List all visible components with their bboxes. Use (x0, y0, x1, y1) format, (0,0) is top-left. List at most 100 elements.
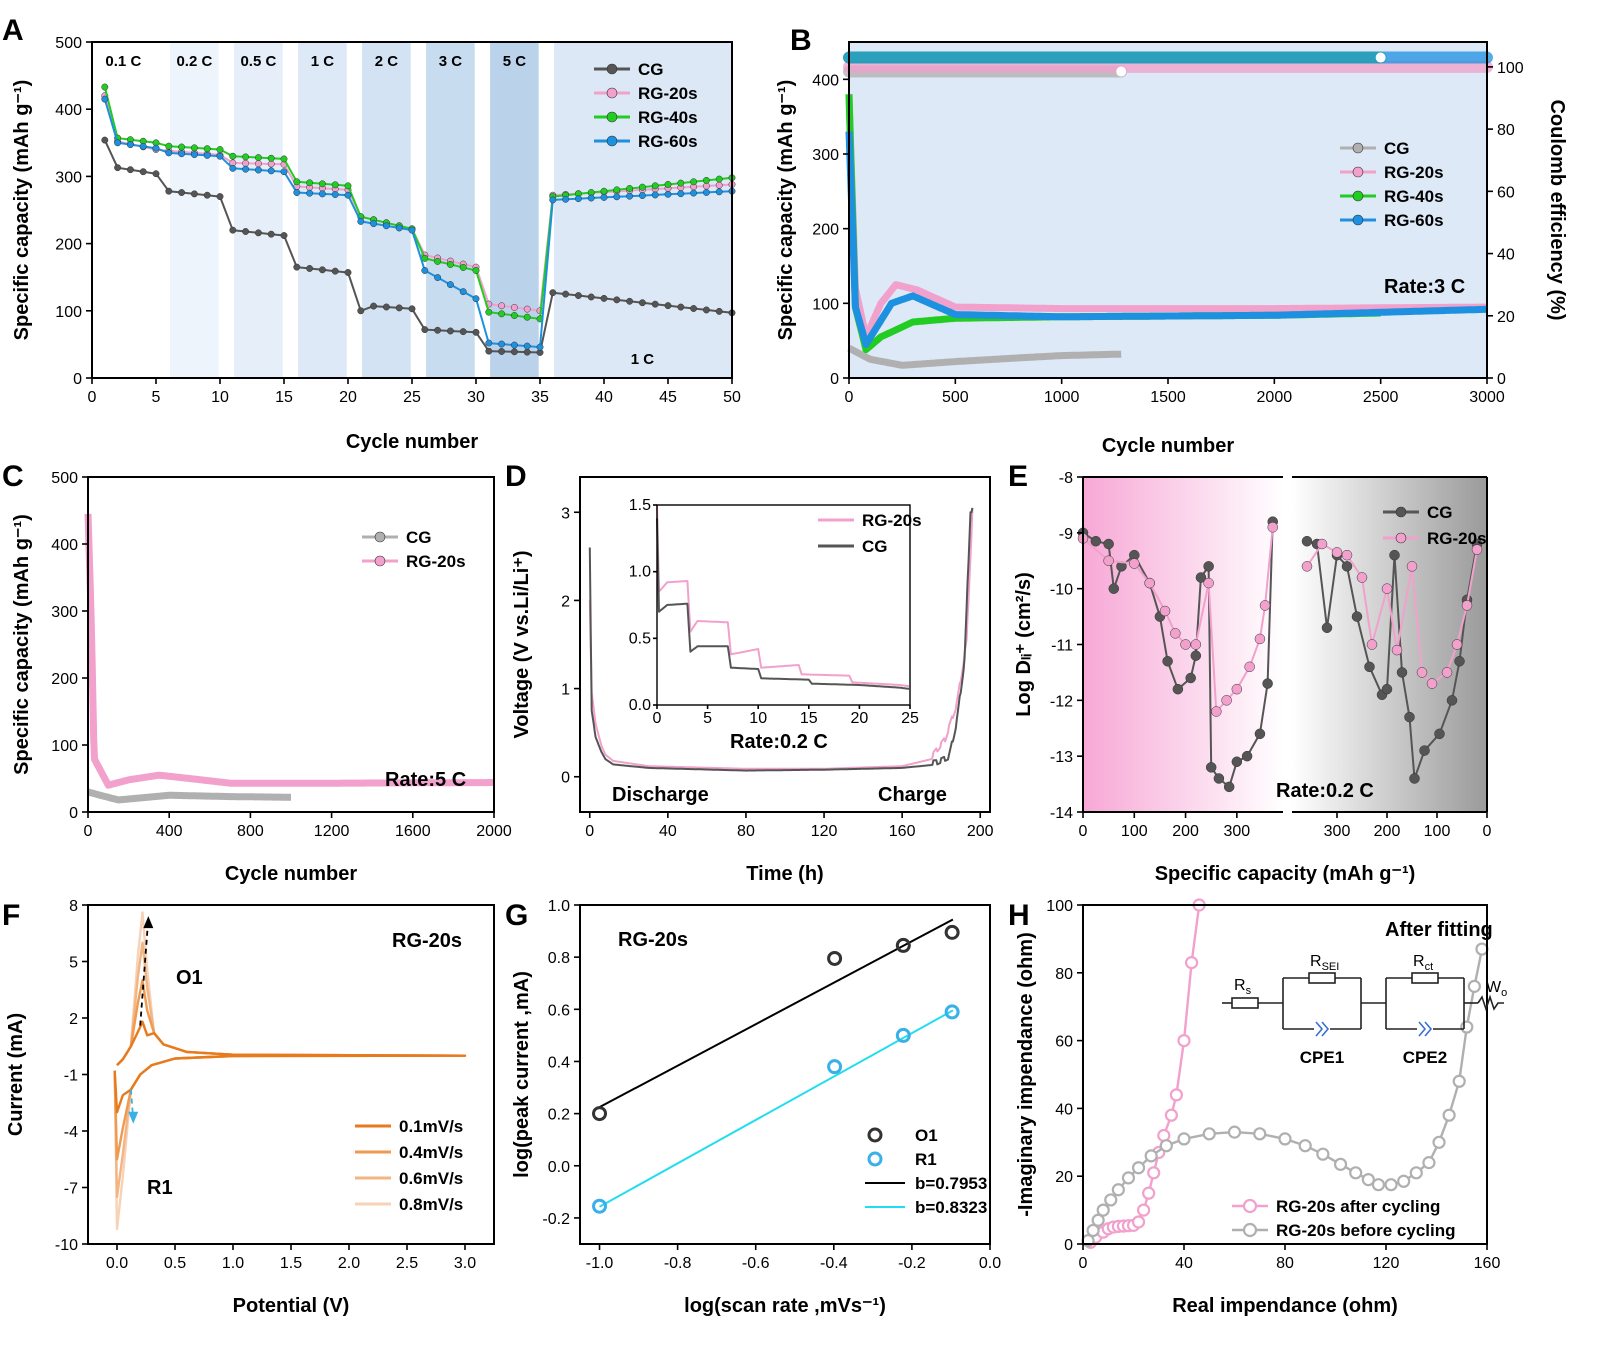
x-axis-label: log(scan rate ,mVs⁻¹) (684, 1295, 886, 1317)
data-point (446, 260, 454, 268)
data-point (190, 144, 198, 152)
legend-item-label: 0.4mV/s (399, 1143, 463, 1162)
data-point (1121, 1171, 1136, 1185)
data-point (1404, 711, 1415, 723)
legend-item-label: RG-40s (638, 108, 698, 127)
panel-f-ytick-label: 5 (69, 955, 78, 972)
x-axis-label: Cycle number (225, 863, 357, 885)
data-point (267, 167, 275, 175)
panel-h-ytick-label: 80 (1055, 966, 1073, 983)
data-point (523, 348, 531, 356)
phase-label: Discharge (612, 784, 709, 806)
panel-e-xtick-label: 100 (1121, 823, 1148, 840)
data-point (702, 176, 710, 184)
data-point (1129, 558, 1140, 569)
data-point (1177, 1033, 1191, 1048)
data-point (1090, 535, 1102, 547)
inset-xtick-label: 15 (800, 710, 818, 727)
data-point (1091, 1213, 1105, 1227)
panel-b-xtick-label: 1000 (1044, 389, 1080, 406)
data-point (165, 149, 173, 157)
data-point (1364, 661, 1375, 673)
panel-f-xtick-label: 1.0 (222, 1255, 244, 1272)
data-point (638, 192, 646, 200)
panel-e-xtick-label: 0 (1483, 823, 1492, 840)
cpe2-symbol (1418, 1021, 1433, 1037)
panel-e-ytick-label: -14 (1050, 805, 1073, 822)
data-point (1316, 538, 1328, 550)
data-point (587, 194, 595, 202)
data-point (587, 293, 595, 301)
data-point (1190, 639, 1202, 650)
legend-item-label: CG (1384, 139, 1410, 158)
panel-d-xtick-label: 80 (737, 823, 755, 840)
data-point (626, 297, 634, 305)
data-point (139, 142, 147, 150)
data-point (574, 292, 582, 299)
data-point (370, 220, 378, 228)
data-point (600, 193, 608, 201)
data-point (395, 224, 403, 232)
panel-b-xtick-label: 0 (845, 389, 854, 406)
data-point (126, 166, 134, 174)
panel-h-xtick-label: 0 (1079, 1255, 1088, 1272)
rate-band-label: 1 C (311, 53, 335, 70)
fit-line (599, 1009, 954, 1208)
legend-item-marker (606, 111, 618, 123)
data-point (267, 160, 275, 168)
panel-e-ytick-label: -8 (1059, 470, 1073, 487)
rate-band (298, 42, 347, 378)
diffusion-line (1082, 527, 1274, 713)
panel-g-ytick-label: 1.0 (548, 898, 570, 915)
panel-c-ytick-label: 300 (51, 604, 78, 621)
panel-b-ytick-label: 400 (812, 72, 839, 89)
inset-xtick-label: 0 (653, 710, 662, 727)
legend-label: RG-20s before cycling (1276, 1221, 1456, 1240)
cv-curve (113, 1020, 467, 1114)
data-point (1426, 678, 1438, 689)
panel-e-xtick-label: 200 (1374, 823, 1401, 840)
data-point (1446, 695, 1458, 706)
panel-a-xtick-label: 35 (531, 389, 549, 406)
data-point (1467, 979, 1481, 993)
data-point (651, 191, 659, 199)
panel-letter-A: A (2, 14, 24, 47)
panel-letter-D: D (505, 460, 527, 493)
panel-letter-C: C (2, 460, 24, 493)
rate-band (426, 42, 475, 378)
panel-c-xtick-label: 2000 (476, 823, 512, 840)
data-point (1419, 745, 1430, 756)
inset-ytick-label: 1.0 (629, 564, 651, 581)
data-point (357, 217, 365, 225)
data-point (1227, 1125, 1242, 1139)
data-point (702, 306, 710, 314)
data-point (178, 143, 186, 151)
panel-b-xtick-label: 1500 (1150, 389, 1186, 406)
panel-d-xtick-label: 0 (585, 823, 594, 840)
y2-tick-label: 60 (1497, 184, 1515, 201)
rate-band (362, 42, 411, 378)
data-point (254, 229, 262, 237)
label-rs-sub: s (1246, 985, 1252, 997)
data-point (1096, 1203, 1110, 1217)
data-point (1131, 1215, 1146, 1229)
data-point (459, 288, 467, 296)
fit-line (599, 918, 954, 1109)
rate-band-label: 0.5 C (240, 53, 276, 70)
panel-a-xtick-label: 0 (88, 389, 97, 406)
data-point (690, 305, 698, 312)
data-point (1316, 1147, 1330, 1161)
panel-b-xtick-label: 3000 (1469, 389, 1505, 406)
panel-h-ytick-label: 40 (1055, 1101, 1073, 1118)
data-point (114, 139, 122, 147)
data-point (242, 153, 250, 161)
data-point (1278, 1132, 1292, 1146)
peak-label-r1: R1 (147, 1177, 173, 1199)
panel-c-xtick-label: 1200 (314, 823, 350, 840)
panel-h-xtick-label: 40 (1175, 1255, 1193, 1272)
panel-c-frame (87, 476, 495, 813)
data-point (1381, 583, 1393, 594)
panel-e-xtick-label: 300 (1324, 823, 1351, 840)
label-wo-sub: o (1501, 987, 1507, 999)
data-point (382, 222, 390, 230)
